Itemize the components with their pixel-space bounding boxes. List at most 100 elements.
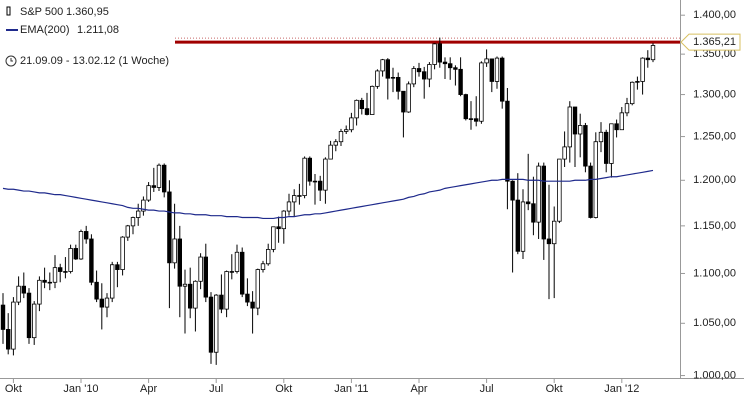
candle-body — [198, 256, 203, 282]
candle-body — [115, 264, 120, 270]
candle-body — [73, 248, 78, 260]
candle-body — [624, 103, 630, 114]
period-label: 21.09.09 - 13.02.12 (1 Woche) — [20, 55, 169, 67]
candle-body — [572, 106, 578, 135]
candle-body — [302, 157, 307, 196]
candle-body — [421, 71, 427, 80]
candle-body — [42, 279, 47, 283]
candle-body — [458, 68, 463, 95]
candle-body — [604, 131, 609, 164]
candle-body — [286, 201, 292, 212]
candle-body — [167, 191, 172, 264]
candle-body — [135, 210, 141, 218]
legend-label: S&P 500 — [20, 6, 63, 18]
candle-body — [47, 281, 52, 284]
candle-body — [323, 158, 328, 191]
reference-label: 1.365,21 — [693, 36, 736, 48]
legend-label: EMA(200) — [20, 24, 70, 36]
candle-body — [510, 180, 515, 201]
candle-body — [364, 108, 370, 115]
candle-body — [245, 293, 250, 303]
candle-body — [489, 58, 494, 82]
candle-body — [333, 141, 338, 146]
candle-body — [255, 269, 260, 309]
x-tick-label: Okt — [275, 383, 292, 395]
x-tick-label: Okt — [546, 383, 563, 395]
candle-body — [182, 283, 188, 287]
candle-body — [390, 76, 396, 79]
candle-body — [468, 118, 474, 120]
candle-body — [447, 63, 453, 69]
candle-body — [89, 238, 94, 283]
candle-body — [0, 304, 6, 330]
candle-body — [650, 45, 656, 61]
clock-icon — [5, 55, 17, 67]
y-tick-label: 1.100,00 — [693, 267, 736, 279]
x-tick-label: Jul — [209, 383, 223, 395]
candle-body — [130, 217, 136, 227]
clock-hands — [10, 58, 13, 62]
legend-value: 1.211,08 — [77, 24, 119, 36]
candle-body — [224, 271, 229, 310]
candle-body — [250, 301, 255, 309]
candle-body — [578, 125, 583, 135]
candle-body — [546, 238, 552, 245]
x-tick-label: Jan '11 — [334, 383, 368, 395]
candle-body — [317, 180, 323, 191]
candle-body — [499, 57, 505, 102]
candle-body — [473, 118, 479, 122]
candle-body — [442, 61, 448, 65]
candle-body — [567, 106, 572, 148]
candle-body — [78, 231, 84, 260]
candle-body — [645, 57, 650, 61]
candle-body — [536, 165, 541, 223]
candle-body — [359, 99, 364, 110]
candle-body — [94, 281, 99, 300]
x-tick-label: Jan '12 — [604, 383, 639, 395]
candle-body — [307, 157, 312, 182]
candle-body — [463, 94, 468, 120]
candle-body — [635, 81, 640, 83]
candle-body — [619, 112, 624, 131]
candle-body — [338, 131, 344, 143]
candle-body — [416, 68, 422, 73]
candle-body — [562, 146, 567, 160]
candle-body — [406, 83, 411, 113]
candle-body — [630, 81, 635, 105]
candle-body — [343, 129, 349, 132]
y-tick-label: 1.150,00 — [693, 220, 736, 232]
y-tick-label: 1.300,00 — [693, 88, 736, 100]
candle-body — [125, 225, 130, 238]
candle-body — [172, 238, 177, 264]
candle-body — [16, 285, 21, 303]
candle-body — [234, 251, 240, 272]
reference-tag — [680, 33, 741, 51]
candle-body — [99, 298, 104, 308]
candle-body — [349, 117, 354, 131]
x-tick-label: Okt — [5, 383, 22, 395]
y-tick-label: 1.000,00 — [693, 369, 736, 381]
candle-body — [640, 57, 645, 82]
candle-body — [526, 201, 531, 205]
candle-body — [229, 271, 234, 273]
candle-body — [271, 226, 276, 250]
candle-body — [239, 251, 245, 295]
candle-body — [312, 180, 318, 183]
candle-body — [177, 238, 182, 287]
candle-body — [614, 123, 619, 131]
candle-body — [120, 236, 125, 270]
y-tick-label: 1.350,00 — [693, 48, 736, 60]
candle-body — [21, 285, 26, 294]
candle-body — [598, 131, 604, 143]
legend-candle-icon — [6, 6, 11, 16]
candle-body — [6, 329, 11, 350]
candle-body — [411, 68, 416, 85]
candle-body — [432, 43, 437, 65]
candle-body — [37, 279, 42, 305]
legend: S&P 500 1.360,95 EMA(200) 1.211,08 21.09… — [1, 2, 169, 70]
candle-body — [208, 296, 214, 353]
candle-body — [68, 248, 73, 272]
legend-value: 1.360,95 — [66, 6, 109, 18]
candle-body — [276, 226, 281, 230]
candle-body — [32, 303, 37, 339]
